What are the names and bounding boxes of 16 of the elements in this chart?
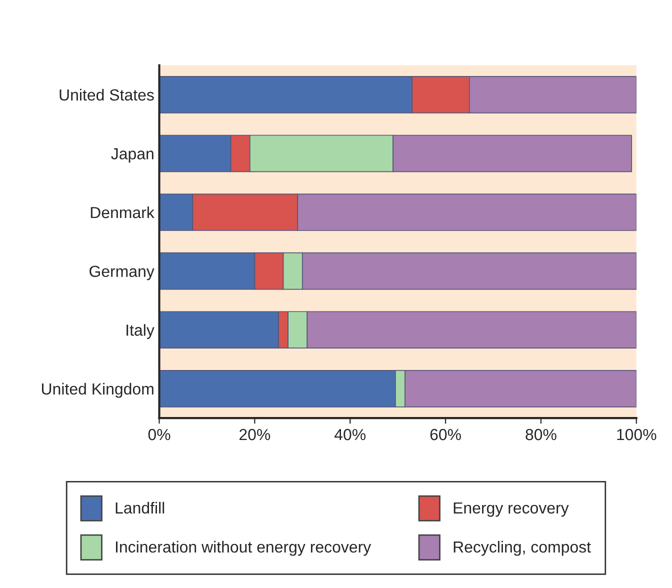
- y-tick-label: Germany: [90, 266, 154, 280]
- x-tick-label: 20%: [240, 428, 270, 440]
- x-tick-label: 40%: [334, 428, 366, 440]
- x-tick-label: 80%: [526, 428, 556, 440]
- y-tick-label: United Kingdom: [42, 382, 154, 398]
- y-tick-label: Denmark: [90, 206, 154, 218]
- y-tick-label: Japan: [111, 148, 154, 163]
- legend-label: Incineration without energy recovery: [116, 540, 372, 556]
- legend-label: Landfill: [116, 502, 164, 514]
- legend-label: Recycling, compost: [454, 540, 591, 556]
- y-tick-label: Italy: [126, 324, 154, 339]
- x-tick-label: 60%: [430, 428, 461, 440]
- legend-label: Energy recovery: [454, 502, 569, 517]
- x-tick-label: 100%: [617, 428, 656, 440]
- x-tick-label: 0%: [148, 428, 170, 440]
- y-tick-label: United States: [60, 88, 154, 101]
